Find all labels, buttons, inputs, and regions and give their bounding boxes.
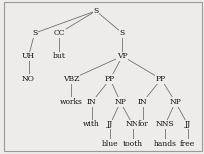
Text: IN: IN [138,98,148,106]
Text: UH: UH [22,52,35,60]
Text: blue: blue [102,140,119,148]
Text: NNS: NNS [156,120,175,128]
Text: JJ: JJ [185,120,191,128]
Text: NO: NO [22,75,35,83]
Text: tooth: tooth [123,140,143,148]
Text: NP: NP [170,98,181,106]
Text: IN: IN [87,98,97,106]
Text: but: but [53,52,66,60]
Text: JJ: JJ [107,120,113,128]
Text: NP: NP [114,98,126,106]
Text: hands: hands [154,140,177,148]
Text: PP: PP [156,75,166,83]
Text: VP: VP [117,52,128,60]
Text: free: free [180,140,195,148]
Text: NN: NN [126,120,139,128]
Text: S: S [120,29,125,37]
Text: works: works [60,98,83,106]
Text: PP: PP [105,75,115,83]
Text: for: for [137,120,148,128]
Text: S: S [93,7,99,15]
Text: with: with [83,120,100,128]
Text: VBZ: VBZ [63,75,80,83]
Text: CC: CC [53,29,65,37]
Text: S: S [32,29,37,37]
